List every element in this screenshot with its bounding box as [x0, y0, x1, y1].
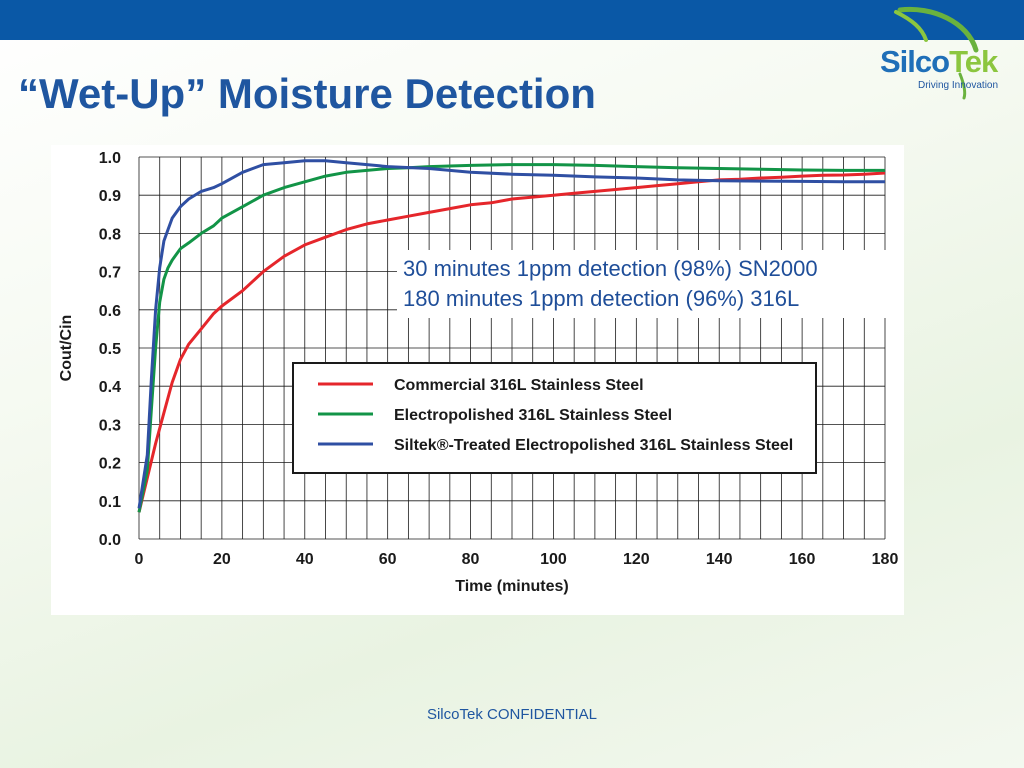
top-bar [0, 0, 1024, 40]
y-tick-label: 0.6 [99, 303, 121, 320]
y-tick-label: 1.0 [99, 150, 121, 167]
x-tick-label: 80 [462, 551, 480, 568]
line-chart: 0.0 0.1 0.2 0.3 0.4 0.5 0.6 0.7 0.8 0.9 1.0 0 20 40 60… [58, 150, 899, 595]
x-tick-label: 120 [623, 551, 650, 568]
logo-wordmark: SilcoTek [880, 44, 998, 80]
legend-label: Electropolished 316L Stainless Steel [394, 407, 672, 424]
logo-tagline: Driving Innovation [918, 80, 999, 91]
y-tick-label: 0.5 [99, 341, 121, 358]
callout-line-1: 30 minutes 1ppm detection (98%) SN2000 [403, 256, 818, 281]
y-tick-label: 0.0 [99, 532, 121, 549]
legend-label: Siltek®-Treated Electropolished 316L Sta… [394, 437, 793, 454]
x-tick-label: 60 [379, 551, 397, 568]
y-axis-label: Cout/Cin [58, 315, 75, 382]
y-tick-label: 0.7 [99, 265, 121, 282]
x-tick-label: 100 [540, 551, 567, 568]
confidential-footer: SilcoTek CONFIDENTIAL [426, 706, 598, 723]
y-tick-label: 0.1 [99, 494, 121, 511]
logo-swoosh-icon [894, 6, 979, 100]
silcotek-logo: SilcoTek Driving Innovation [872, 4, 1018, 100]
chart-panel: 0.0 0.1 0.2 0.3 0.4 0.5 0.6 0.7 0.8 0.9 1.0 0 20 40 60… [51, 145, 904, 615]
y-tick-label: 0.2 [99, 456, 121, 473]
logo-name-accent: Tek [949, 44, 998, 79]
x-tick-label: 160 [789, 551, 816, 568]
slide-title: “Wet-Up” Moisture Detection [18, 70, 596, 117]
x-axis-label: Time (minutes) [455, 578, 569, 595]
series-line-2 [137, 163, 885, 513]
x-tick-label: 0 [135, 551, 144, 568]
series-line-3 [137, 159, 885, 509]
x-tick-label: 140 [706, 551, 733, 568]
series-line-1 [137, 171, 886, 513]
y-tick-label: 0.8 [99, 226, 121, 243]
x-tick-label: 180 [872, 551, 899, 568]
legend-label: Commercial 316L Stainless Steel [394, 377, 644, 394]
x-tick-label: 40 [296, 551, 314, 568]
legend-box [292, 362, 817, 474]
detection-callout: 30 minutes 1ppm detection (98%) SN2000 1… [397, 250, 887, 318]
y-tick-label: 0.9 [99, 188, 121, 205]
callout-line-2: 180 minutes 1ppm detection (96%) 316L [403, 286, 800, 311]
y-tick-label: 0.4 [99, 379, 121, 396]
y-tick-label: 0.3 [99, 417, 121, 434]
logo-name-main: Silco [880, 44, 950, 79]
x-tick-label: 20 [213, 551, 231, 568]
